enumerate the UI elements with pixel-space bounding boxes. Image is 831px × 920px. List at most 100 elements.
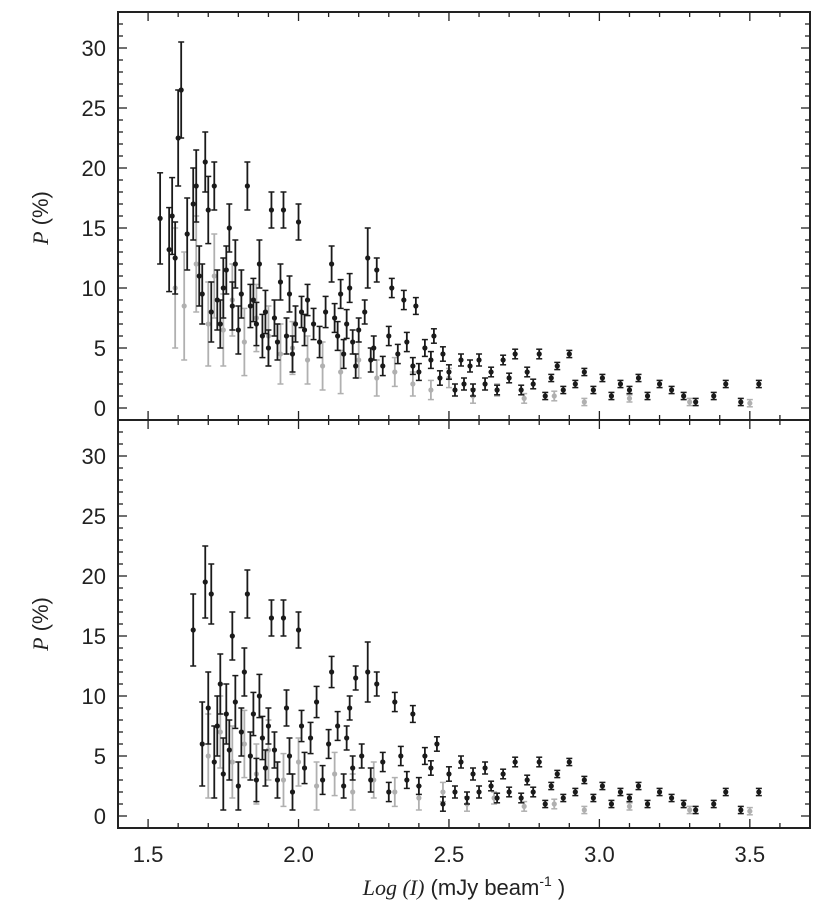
bottom-data-point — [365, 669, 371, 675]
top-data-point — [512, 351, 518, 357]
top-data-point — [542, 393, 548, 399]
top-data-point — [332, 315, 338, 321]
top-data-point — [548, 375, 554, 381]
top-y-tick-label: 5 — [94, 336, 106, 361]
top-data-point — [181, 303, 187, 309]
bottom-data-point — [313, 699, 320, 705]
top-data-point — [277, 279, 284, 285]
top-data-point — [747, 400, 753, 406]
top-data-point — [500, 357, 506, 363]
top-data-point — [298, 309, 305, 315]
bottom-data-point — [422, 753, 428, 759]
top-data-point — [410, 381, 416, 387]
top-data-point — [341, 351, 347, 357]
bottom-x-tick-label: 1.5 — [133, 842, 164, 867]
bottom-data-point — [289, 789, 296, 795]
bottom-data-point — [524, 777, 530, 783]
top-y-tick-label: 15 — [82, 216, 106, 241]
top-plot-frame — [117, 11, 811, 421]
bottom-data-point — [238, 729, 244, 735]
bottom-y-tick-label: 20 — [82, 564, 106, 589]
top-data-point — [518, 387, 524, 393]
bottom-data-point — [548, 783, 554, 789]
top-data-point — [380, 363, 386, 369]
top-data-point — [446, 369, 452, 375]
top-data-point — [214, 297, 220, 303]
bottom-data-point — [368, 777, 374, 783]
bottom-data-point — [313, 783, 320, 789]
bottom-data-point — [205, 705, 211, 711]
bottom-y-tick-label: 0 — [94, 804, 106, 829]
top-data-point — [365, 255, 371, 261]
top-data-point — [401, 297, 407, 303]
bottom-data-point — [656, 789, 663, 795]
top-data-point — [286, 291, 293, 297]
top-data-point — [347, 285, 353, 291]
bottom-data-point — [335, 723, 341, 729]
bottom-data-point — [326, 741, 332, 747]
bottom-series-dark — [190, 545, 762, 815]
top-data-point — [241, 339, 247, 345]
top-data-point — [202, 159, 208, 165]
top-data-point — [458, 357, 464, 363]
top-data-point — [470, 387, 476, 393]
bottom-data-point — [332, 771, 338, 777]
top-data-point — [310, 321, 317, 327]
bottom-data-point — [434, 741, 440, 747]
top-data-point — [178, 87, 184, 93]
bottom-data-point — [617, 789, 624, 795]
bottom-data-point — [536, 759, 542, 765]
top-data-point — [669, 387, 675, 393]
bottom-data-point — [232, 699, 238, 705]
bottom-data-point — [259, 735, 266, 741]
top-data-point — [723, 381, 729, 387]
top-y-tick-label: 20 — [82, 156, 106, 181]
bottom-data-point — [374, 681, 380, 687]
bottom-data-point — [241, 669, 247, 675]
top-data-point — [437, 375, 443, 381]
bottom-data-point — [268, 615, 275, 621]
bottom-data-point — [247, 753, 253, 759]
top-data-point — [356, 357, 362, 363]
bottom-data-point — [223, 711, 229, 717]
top-data-point — [193, 183, 199, 189]
bottom-data-point — [208, 591, 214, 597]
top-data-point — [295, 219, 302, 225]
top-data-point — [220, 285, 226, 291]
bottom-data-point — [635, 783, 642, 789]
bottom-data-point — [404, 777, 410, 783]
bottom-data-point — [572, 789, 578, 795]
bottom-x-tick-label: 3.5 — [735, 842, 766, 867]
bottom-y-axis-title-italic: P — [28, 637, 53, 651]
bottom-data-point — [253, 777, 259, 783]
top-data-point — [428, 357, 434, 363]
top-data-point — [476, 357, 482, 363]
top-data-point — [681, 393, 687, 399]
bottom-data-point — [521, 803, 527, 810]
top-data-point — [738, 399, 744, 405]
top-data-point — [416, 369, 422, 375]
top-data-point — [268, 207, 275, 213]
top-data-point — [205, 321, 211, 327]
top-data-point — [184, 231, 190, 237]
top-data-point — [386, 333, 392, 339]
bottom-data-point — [416, 783, 422, 789]
top-y-tick-label: 30 — [82, 36, 106, 61]
top-data-point — [413, 303, 419, 309]
bottom-data-point — [214, 723, 220, 729]
bottom-data-point — [476, 789, 482, 795]
bottom-data-point — [265, 747, 272, 753]
top-data-point — [693, 399, 699, 405]
top-data-point — [635, 375, 642, 381]
bottom-data-point — [723, 789, 729, 795]
top-data-point — [259, 333, 266, 339]
top-data-point — [362, 309, 368, 315]
bottom-x-tick-label: 2.0 — [283, 842, 314, 867]
bottom-y-axis-title-rest: (%) — [28, 597, 53, 637]
bottom-data-point — [392, 699, 398, 705]
top-data-point — [404, 339, 410, 345]
bottom-data-point — [262, 765, 269, 771]
bottom-data-point — [280, 615, 287, 621]
top-data-point — [428, 387, 434, 393]
bottom-data-point — [217, 729, 223, 735]
